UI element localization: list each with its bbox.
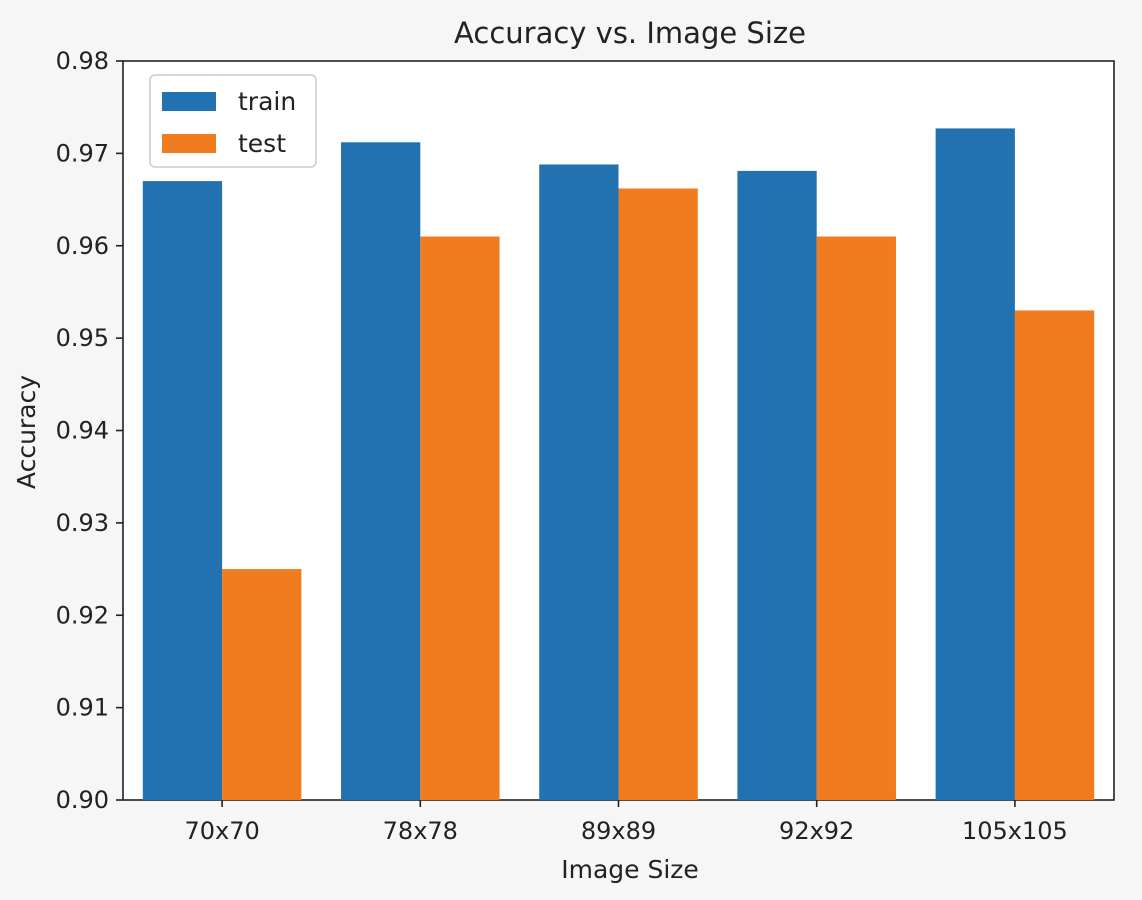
x-tick-label: 78x78 [383, 817, 458, 845]
y-tick-label: 0.97 [56, 139, 109, 167]
bar-test-70x70 [222, 569, 302, 800]
x-axis-label: Image Size [561, 855, 699, 884]
legend-label-train: train [238, 87, 296, 116]
y-axis-ticks: 0.90 0.91 0.92 0.93 0.94 0.95 0.96 0.97 0.98 [56, 47, 123, 814]
y-tick-label: 0.95 [56, 324, 109, 352]
y-tick-label: 0.93 [56, 509, 109, 537]
y-tick-label: 0.90 [56, 786, 109, 814]
x-axis-ticks: 70x70 78x78 89x89 92x92 105x105 [184, 800, 1068, 845]
x-tick-label: 70x70 [184, 817, 259, 845]
y-tick-label: 0.92 [56, 601, 109, 629]
x-tick-label: 92x92 [779, 817, 854, 845]
bars [142, 128, 1095, 801]
x-tick-label: 89x89 [581, 817, 656, 845]
legend-swatch-test [162, 134, 216, 153]
y-tick-label: 0.91 [56, 694, 109, 722]
bar-train-78x78 [341, 142, 421, 801]
bar-test-78x78 [420, 236, 500, 800]
y-axis-label: Accuracy [12, 375, 41, 489]
y-tick-label: 0.94 [56, 417, 109, 445]
chart-title: Accuracy vs. Image Size [454, 16, 806, 50]
legend: train test [149, 74, 317, 168]
y-tick-label: 0.96 [56, 232, 109, 260]
legend-swatch-train [162, 92, 216, 111]
legend-label-test: test [238, 129, 286, 158]
bar-train-92x92 [737, 170, 817, 800]
bar-test-92x92 [816, 236, 896, 800]
bar-train-89x89 [539, 164, 619, 800]
bar-test-105x105 [1014, 310, 1095, 800]
y-tick-label: 0.98 [56, 47, 109, 75]
bar-train-70x70 [142, 181, 223, 801]
bar-train-105x105 [935, 128, 1015, 800]
bar-test-89x89 [618, 188, 698, 801]
x-tick-label: 105x105 [962, 817, 1068, 845]
